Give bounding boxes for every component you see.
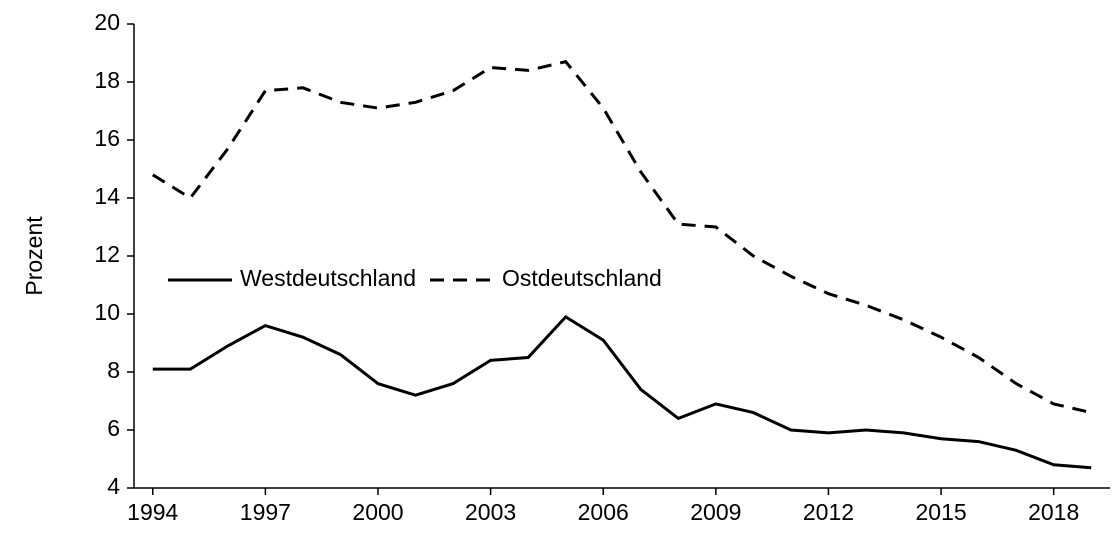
y-tick-label: 16: [94, 125, 120, 151]
y-tick-label: 14: [94, 183, 120, 209]
x-tick-label: 1994: [127, 499, 178, 525]
y-tick-label: 20: [94, 9, 120, 35]
x-tick-label: 2009: [690, 499, 741, 525]
y-tick-label: 10: [94, 299, 120, 325]
y-tick-label: 8: [107, 357, 120, 383]
legend-label: Westdeutschland: [240, 265, 416, 291]
legend-label: Ostdeutschland: [502, 265, 662, 291]
y-axis-label: Prozent: [21, 216, 47, 296]
x-tick-label: 2000: [352, 499, 403, 525]
x-tick-label: 2018: [1028, 499, 1079, 525]
x-tick-label: 2003: [465, 499, 516, 525]
x-tick-label: 2012: [803, 499, 854, 525]
y-tick-label: 12: [94, 241, 120, 267]
y-tick-label: 4: [107, 473, 120, 499]
line-series: [152, 314, 1092, 470]
x-tick-label: 2006: [578, 499, 629, 525]
y-tick-label: 18: [94, 67, 120, 93]
y-tick-label: 6: [107, 415, 120, 441]
line-series: [151, 60, 1092, 415]
x-tick-label: 2015: [915, 499, 966, 525]
x-tick-label: 1997: [240, 499, 291, 525]
